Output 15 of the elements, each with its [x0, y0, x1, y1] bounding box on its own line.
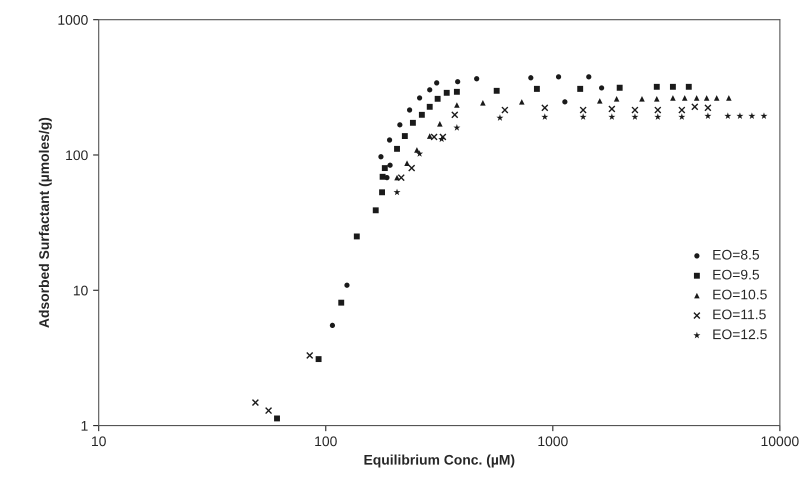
- x-tick-label: 10000: [762, 436, 799, 446]
- x-tick-label: 100: [315, 436, 337, 446]
- y-tick-label: 10: [74, 286, 88, 296]
- y-tick-label: 100: [66, 150, 88, 160]
- x-axis-title: Equilibrium Conc. (µM): [364, 454, 514, 468]
- legend-label: EO=12.5: [713, 329, 767, 340]
- legend-label: EO=9.5: [713, 270, 760, 280]
- legend-label: EO=8.5: [713, 250, 760, 260]
- legend-label: EO=11.5: [713, 309, 766, 320]
- y-tick-label: 1000: [58, 15, 88, 25]
- x-tick-label: 1000: [538, 436, 568, 446]
- y-axis-title: Adsorbed Surfactant (µmoles/g): [38, 118, 52, 328]
- legend-label: EO=10.5: [713, 290, 767, 300]
- y-tick-label: 1: [82, 421, 88, 431]
- x-tick-label: 10: [92, 436, 106, 446]
